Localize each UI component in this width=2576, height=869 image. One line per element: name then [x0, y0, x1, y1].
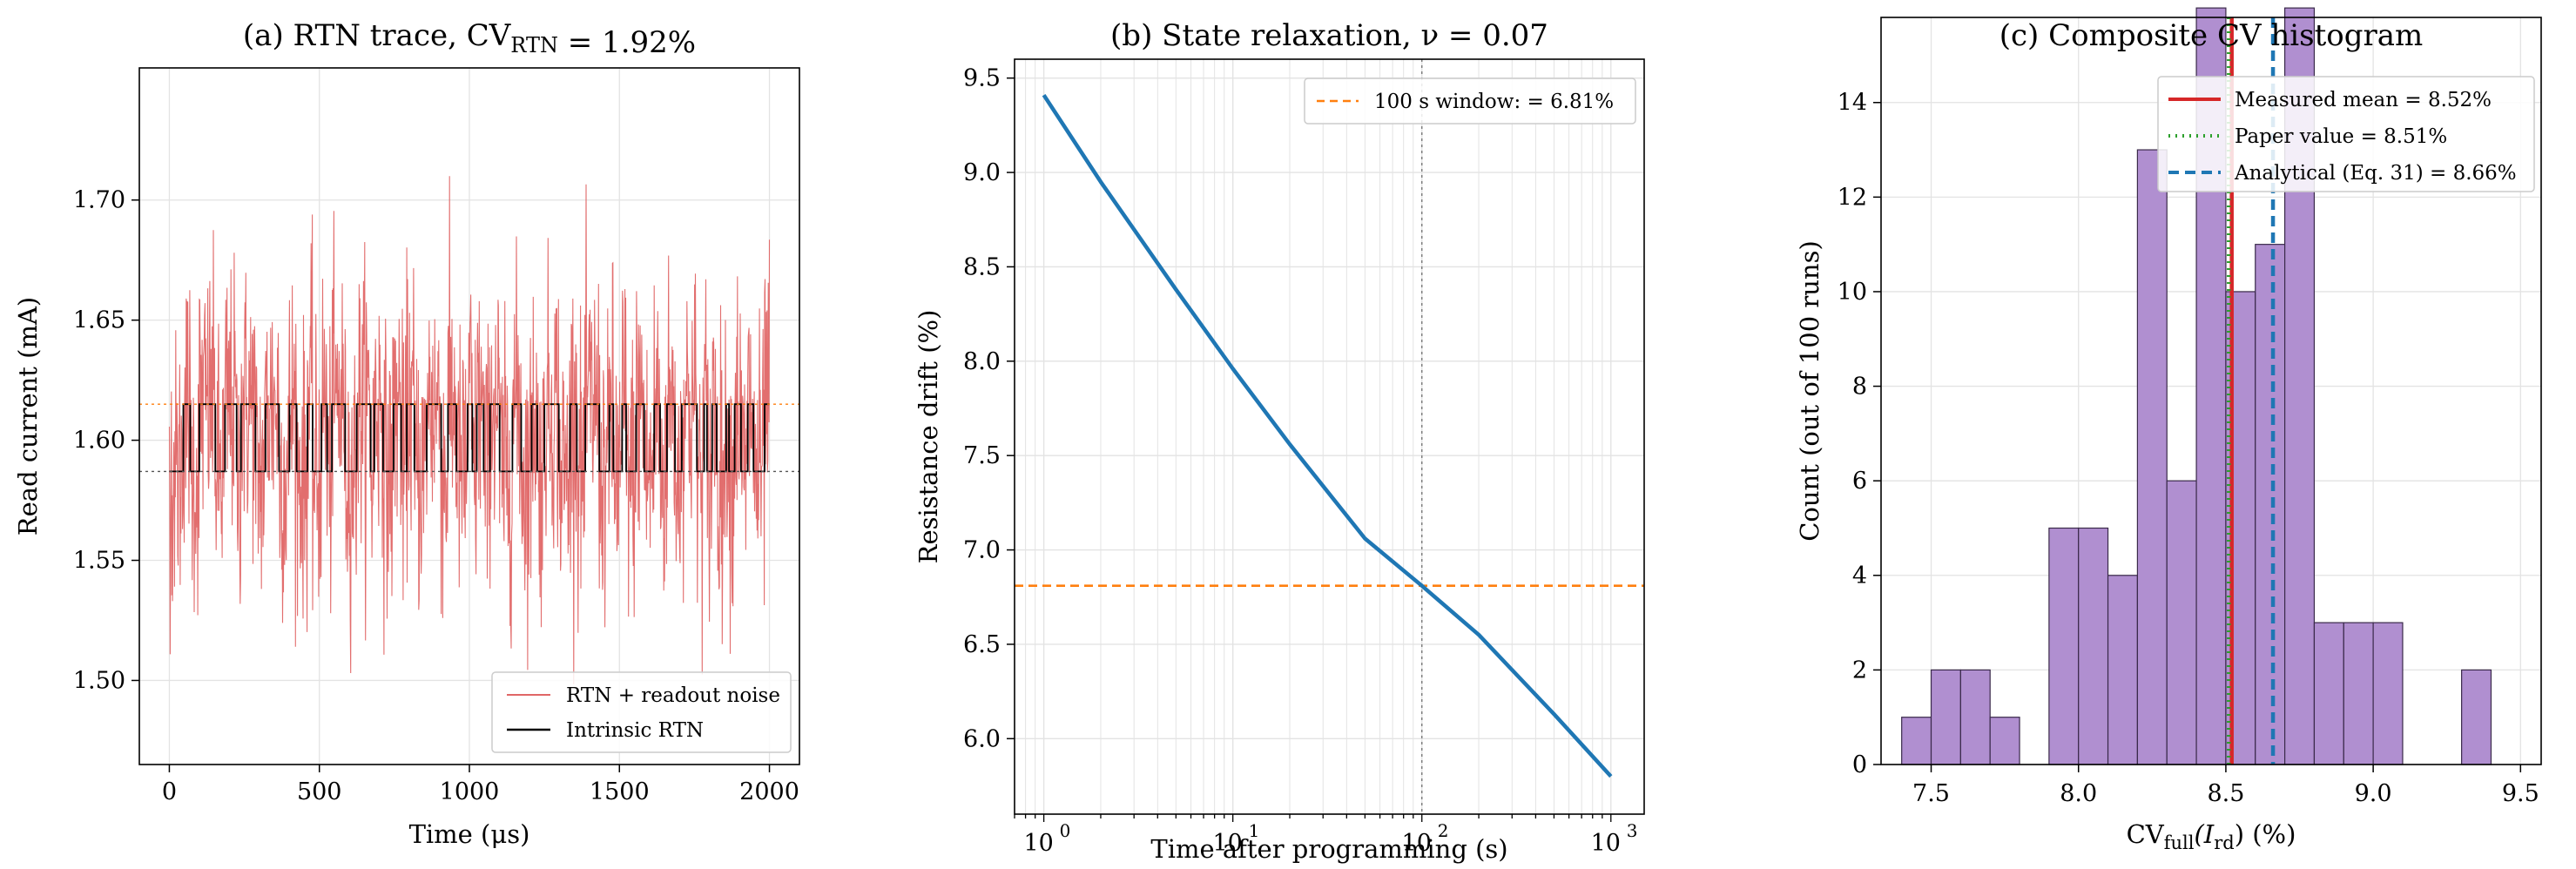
panel-b-xtick-label: 10 — [1023, 830, 1053, 857]
panel-a-frame — [138, 67, 800, 765]
panel-a-xtick-label: 2000 — [739, 778, 799, 805]
panel-a-xtick-label: 0 — [162, 778, 177, 805]
panel-b-xtick-label: 10 — [1402, 830, 1432, 857]
panel-a-xtick-label: 500 — [297, 778, 342, 805]
panel-c-legend-box — [2157, 76, 2535, 192]
panel-c-bar — [2166, 480, 2197, 765]
panel-c-bar — [2343, 622, 2374, 765]
panel-c-bar — [1959, 669, 1991, 765]
panel-a-ylabel: Read current (mA) — [13, 297, 43, 536]
panel-c-bar — [1930, 669, 1961, 765]
panel-c-legend-label-paper: Paper value = 8.51% — [2235, 125, 2447, 148]
panel-b-ytick-label: 6.5 — [963, 631, 1001, 658]
panel-b-xtick-label: 10 — [1212, 830, 1242, 857]
panel-c-ytick-label: 2 — [1852, 657, 1867, 684]
panel-c-legend-label-measured: Measured mean = 8.52% — [2235, 89, 2492, 111]
panel-b-legend-label-window: 100 s window: = 6.81% — [1374, 91, 1614, 113]
panel-c-bar — [2255, 244, 2286, 765]
panel-c-frame — [1880, 17, 2542, 765]
panel-b-title: (b) State relaxation, ν = 0.07 — [1110, 18, 1548, 53]
panel-b-ylabel: Resistance drift (%) — [914, 310, 943, 564]
panel-c-bar — [1901, 717, 1932, 765]
panel-b-grid — [1014, 59, 1644, 814]
panel-b-ytick-label: 7.0 — [963, 537, 1001, 564]
panel-a-ytick-label: 1.70 — [73, 187, 125, 214]
panel-b-ytick-label: 6.0 — [963, 725, 1001, 752]
panel-a-ytick-label: 1.50 — [73, 667, 125, 694]
panel-b-legend: 100 s window: = 6.81% — [1304, 77, 1636, 125]
panel-c-legend-label-analytical: Analytical (Eq. 31) = 8.66% — [2234, 162, 2517, 185]
panel-c-xtick-label: 8.0 — [2060, 780, 2097, 807]
panel-b-xtick-exponent: 3 — [1627, 820, 1638, 841]
panel-c-xtick-label: 9.0 — [2355, 780, 2392, 807]
panel-a-title: (a) RTN trace, CVRTN = 1.92% — [243, 18, 696, 60]
panel-c-ytick-label: 6 — [1852, 468, 1867, 495]
panel-b-xtick-exponent: 1 — [1249, 820, 1260, 841]
panel-a-legend: RTN + readout noise Intrinsic RTN — [491, 671, 792, 753]
panel-c-bar — [1989, 717, 2020, 765]
panel-c-legend: Measured mean = 8.52% Paper value = 8.51… — [2157, 76, 2535, 192]
panel-a-rtn-trace: 0 500 1000 1500 2000 1.50 1.55 1.60 1.65 1.70 (a)… — [13, 18, 800, 849]
panel-c-xlabel: CVfull(Ird) (%) — [2127, 819, 2296, 853]
panel-a-xlabel: Time (μs) — [409, 819, 530, 849]
panel-c-bar — [2372, 622, 2404, 765]
panel-a-ytick-label: 1.60 — [73, 428, 125, 455]
panel-c-ytick-label: 0 — [1852, 751, 1867, 778]
panel-b-ytick-label: 8.5 — [963, 253, 1001, 280]
panel-b-xtick-exponent: 0 — [1060, 820, 1071, 841]
panel-c-ytick-label: 12 — [1838, 184, 1867, 211]
panel-c-cv-histogram: 7.5 8.0 8.5 9.0 9.5 0 2 4 6 8 10 12 14 (c) Composite… — [1795, 7, 2542, 853]
panel-a-rtn-step — [169, 403, 770, 473]
panel-c-bar — [2048, 527, 2080, 765]
panel-a-xtick-label: 1000 — [440, 778, 500, 805]
panel-c-bar — [2461, 669, 2492, 765]
panel-a-intrinsic-rtn — [169, 403, 770, 473]
panel-b-ytick-label: 9.5 — [963, 65, 1001, 92]
panel-a-level-lines — [139, 403, 799, 473]
panel-c-ytick-label: 14 — [1838, 90, 1867, 117]
panel-b-ytick-label: 9.0 — [963, 159, 1001, 186]
panel-c-bar — [2078, 527, 2109, 765]
panel-c-bar — [2107, 575, 2139, 765]
panel-a-noisy-trace — [168, 176, 771, 684]
panel-c-xtick-label: 9.5 — [2502, 780, 2539, 807]
panel-c-xtick-label: 8.5 — [2207, 780, 2244, 807]
panel-c-title: (c) Composite CV histogram — [1999, 18, 2424, 53]
panel-a-legend-label-noisy: RTN + readout noise — [566, 684, 780, 707]
panel-b-drift-curve — [1042, 93, 1613, 778]
panel-c-bar — [2136, 149, 2168, 765]
panel-b-xtick-label: 10 — [1591, 830, 1621, 857]
panel-a-legend-label-rtn: Intrinsic RTN — [566, 719, 704, 742]
panel-b-xtick-exponent: 2 — [1438, 820, 1449, 841]
panel-a-ytick-label: 1.55 — [73, 548, 125, 575]
panel-b-state-relaxation: 10 0 10 1 10 2 10 3 6.0 6.5 7.0 7.5 8.0 8.5 9.0 9.5 (b)… — [914, 18, 1645, 864]
panel-a-xtick-label: 1500 — [590, 778, 650, 805]
panel-c-ylabel: Count (out of 100 runs) — [1795, 240, 1824, 542]
panel-c-ytick-label: 10 — [1838, 279, 1867, 306]
panel-a-ticks: 0 500 1000 1500 2000 1.50 1.55 1.60 1.65 1.70 — [73, 187, 799, 805]
panel-c-ticks: 7.5 8.0 8.5 9.0 9.5 0 2 4 6 8 10 12 14 — [1838, 90, 2539, 807]
panel-b-frame — [1014, 58, 1645, 815]
panel-c-xtick-label: 7.5 — [1912, 780, 1950, 807]
panel-b-xlabel: Time after programming (s) — [1150, 834, 1507, 864]
panel-a-ytick-label: 1.65 — [73, 307, 125, 334]
panel-c-ytick-label: 8 — [1852, 374, 1867, 401]
panel-a-legend-box — [491, 671, 792, 753]
panel-c-bar — [2313, 622, 2344, 765]
panel-b-ticks: 10 0 10 1 10 2 10 3 6.0 6.5 7.0 7.5 8.0 8.5 9.0 9.5 — [963, 65, 1637, 857]
panel-b-series — [1015, 59, 1644, 814]
panel-b-ytick-label: 7.5 — [963, 442, 1001, 469]
panel-c-ytick-label: 4 — [1852, 562, 1867, 589]
panel-a-noisy-line — [168, 176, 771, 684]
panel-b-legend-box — [1304, 77, 1636, 125]
panel-b-ytick-label: 8.0 — [963, 348, 1001, 375]
